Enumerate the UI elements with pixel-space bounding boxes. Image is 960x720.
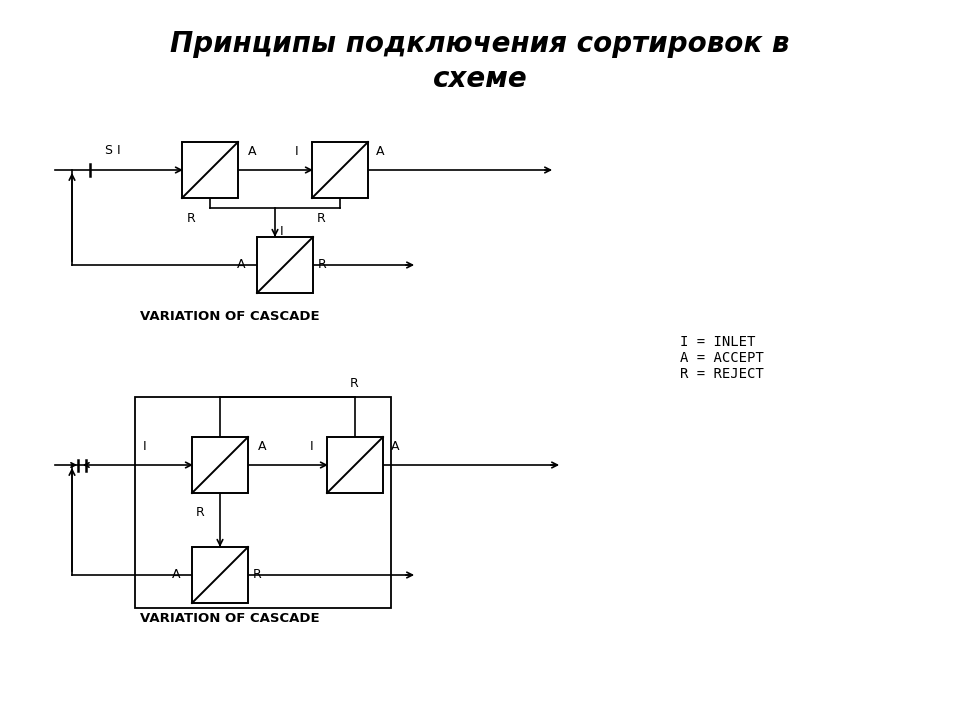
Text: VARIATION OF CASCADE: VARIATION OF CASCADE bbox=[140, 310, 320, 323]
Text: R: R bbox=[318, 258, 326, 271]
Text: A: A bbox=[236, 258, 245, 271]
Text: I: I bbox=[280, 225, 283, 238]
Text: A: A bbox=[248, 145, 256, 158]
Text: A: A bbox=[172, 569, 180, 582]
Text: I: I bbox=[143, 440, 147, 453]
Bar bbox=[312, 142, 368, 198]
Bar bbox=[135, 397, 391, 608]
Text: R: R bbox=[196, 506, 204, 519]
Bar bbox=[257, 237, 313, 293]
Text: I: I bbox=[295, 145, 298, 158]
Text: R: R bbox=[253, 569, 262, 582]
Text: Принципы подключения сортировок в: Принципы подключения сортировок в bbox=[170, 30, 790, 58]
Text: S I: S I bbox=[105, 144, 121, 157]
Text: R: R bbox=[187, 212, 196, 225]
Bar bbox=[327, 437, 383, 493]
Text: R: R bbox=[317, 212, 325, 225]
Text: A: A bbox=[391, 440, 399, 453]
Text: I: I bbox=[309, 440, 313, 453]
Bar bbox=[192, 547, 248, 603]
Text: R: R bbox=[350, 377, 359, 390]
Bar bbox=[182, 142, 238, 198]
Bar bbox=[192, 437, 248, 493]
Text: схеме: схеме bbox=[433, 65, 527, 93]
Text: I = INLET
A = ACCEPT
R = REJECT: I = INLET A = ACCEPT R = REJECT bbox=[680, 335, 764, 382]
Text: A: A bbox=[376, 145, 385, 158]
Text: VARIATION OF CASCADE: VARIATION OF CASCADE bbox=[140, 612, 320, 625]
Text: A: A bbox=[258, 440, 267, 453]
